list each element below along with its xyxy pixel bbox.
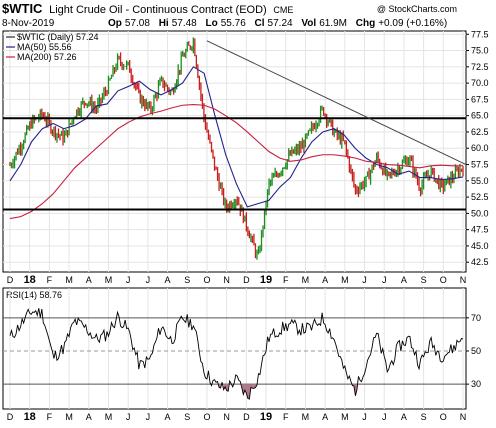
x-tick-label: D (243, 275, 250, 285)
x-tick-label: O (440, 412, 447, 422)
x-tick-label: A (86, 275, 92, 285)
watermark: @ StockCharts.com (377, 4, 457, 14)
x-tick-label: J (146, 275, 151, 285)
trendline (206, 40, 467, 165)
x-tick-label: O (203, 275, 210, 285)
x-tick-label: M (65, 275, 73, 285)
x-tick-label: M (105, 412, 113, 422)
rsi-marks (9, 308, 464, 400)
legend-price: $WTIC (Daily) 57.24 (17, 32, 99, 42)
quote-date: 8-Nov-2019 (2, 18, 55, 29)
rsi-line (9, 308, 464, 400)
price-y-tick-label: 67.5 (471, 94, 489, 104)
x-tick-label: S (184, 412, 190, 422)
price-y-tick-label: 75.0 (471, 46, 489, 56)
price-y-tick-label: 70.0 (471, 78, 489, 88)
x-tick-label: F (47, 275, 53, 285)
x-tick-label: D (243, 412, 250, 422)
x-tick-label: 18 (24, 274, 36, 286)
legend-ma50: MA(50) 55.56 (17, 42, 72, 52)
price-y-tick-label: 77.5 (471, 29, 489, 39)
price-y-tick-label: 57.5 (471, 160, 489, 170)
price-marks (3, 37, 467, 260)
x-tick-label: A (401, 275, 407, 285)
x-tick-label: S (421, 412, 427, 422)
x-tick-label: O (203, 412, 210, 422)
price-panel (2, 30, 467, 273)
x-tick-label: A (322, 412, 328, 422)
x-tick-label: F (283, 275, 289, 285)
price-y-tick-label: 45.0 (471, 241, 489, 251)
x-tick-label: 19 (260, 274, 272, 286)
x-tick-label: J (146, 412, 151, 422)
x-tick-label: J (382, 412, 387, 422)
rsi-x-axis: D 18 F M A M J J A S O N D 19 F M A M J J A S O N (7, 411, 467, 423)
x-tick-label: F (47, 412, 53, 422)
x-tick-label: J (362, 275, 367, 285)
rsi-y-tick-label: 30 (471, 379, 481, 389)
x-tick-label: 18 (24, 411, 36, 423)
symbol: $WTIC Light Crude Oil - Continuous Contr… (2, 1, 293, 16)
x-tick-label: N (223, 275, 230, 285)
price-y-tick-label: 42.5 (471, 257, 489, 267)
x-tick-label: A (165, 275, 171, 285)
x-tick-label: A (322, 275, 328, 285)
price-y-tick-label: 55.0 (471, 176, 489, 186)
x-tick-label: J (382, 275, 387, 285)
price-y-tick-label: 52.5 (471, 192, 489, 202)
price-y-axis: 42.5 45.0 47.5 50.0 52.5 55.0 57.5 60.0 62.5 65.0… (466, 29, 489, 267)
x-tick-label: S (184, 275, 190, 285)
price-x-axis: D 18 F M A M J J A S O N D 19 F M A M J J A S O N (7, 274, 467, 286)
price-y-tick-label: 50.0 (471, 208, 489, 218)
rsi-grid (3, 288, 466, 409)
x-tick-label: A (165, 412, 171, 422)
x-tick-label: 19 (260, 411, 272, 423)
x-tick-label: A (401, 412, 407, 422)
x-tick-label: N (460, 275, 467, 285)
x-tick-label: M (341, 275, 349, 285)
legend: $WTIC (Daily) 57.24 MA(50) 55.56 MA(200)… (6, 32, 99, 62)
x-tick-label: J (126, 275, 131, 285)
x-tick-label: N (460, 412, 467, 422)
rsi-panel (2, 287, 467, 410)
x-tick-label: M (341, 412, 349, 422)
x-tick-label: F (283, 412, 289, 422)
rsi-y-tick-label: 70 (471, 313, 481, 323)
price-y-tick-label: 65.0 (471, 111, 489, 121)
quote-values: Op 57.08 Hi 57.48 Lo 55.76 Cl 57.24 Vol 61.9M… (108, 18, 447, 29)
price-y-tick-label: 62.5 (471, 127, 489, 137)
x-tick-label: J (362, 412, 367, 422)
price-y-tick-label: 47.5 (471, 225, 489, 235)
x-tick-label: N (223, 412, 230, 422)
x-tick-label: M (302, 275, 310, 285)
x-tick-label: M (105, 275, 113, 285)
x-tick-label: O (440, 275, 447, 285)
x-tick-label: S (421, 275, 427, 285)
rsi-y-tick-label: 50 (471, 346, 481, 356)
rsi-y-axis: 30 50 70 (466, 313, 481, 389)
x-tick-label: A (86, 412, 92, 422)
price-y-tick-label: 72.5 (471, 62, 489, 72)
x-tick-label: M (65, 412, 73, 422)
x-tick-label: J (126, 412, 131, 422)
legend-ma200: MA(200) 57.26 (17, 52, 77, 62)
ma200-line (9, 104, 463, 220)
rsi-oversold-fill (219, 384, 221, 389)
price-grid (3, 31, 466, 272)
x-tick-label: D (7, 412, 14, 422)
rsi-legend: RSI(14) 58.76 (6, 290, 62, 300)
price-y-tick-label: 60.0 (471, 143, 489, 153)
x-tick-label: M (302, 412, 310, 422)
x-tick-label: D (7, 275, 14, 285)
